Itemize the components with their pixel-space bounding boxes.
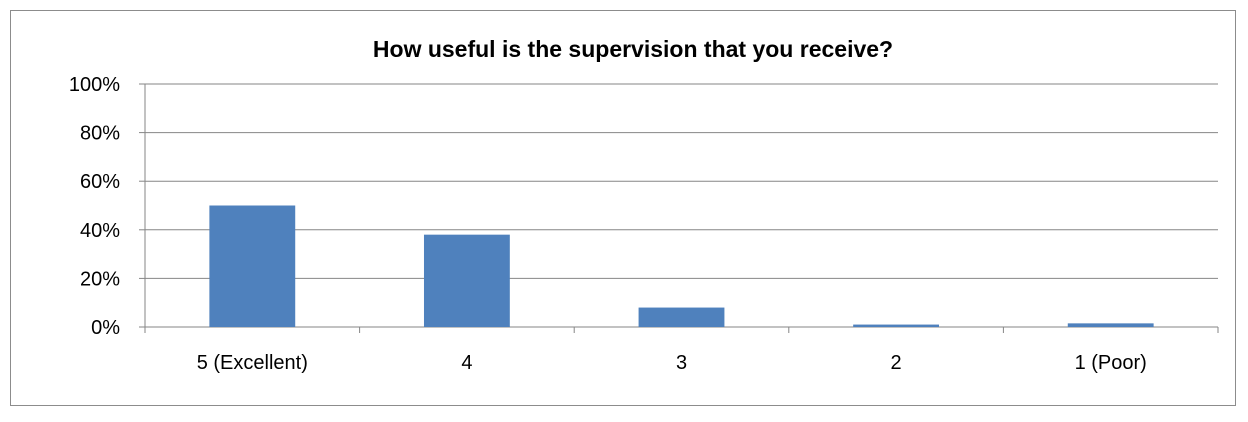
bar — [423, 234, 510, 327]
chart-title: How useful is the supervision that you r… — [372, 36, 894, 62]
y-tick-label: 100% — [69, 74, 120, 96]
y-tick-label: 40% — [80, 220, 120, 242]
y-tick-label: 20% — [80, 268, 120, 290]
bar — [638, 307, 725, 327]
y-tick-label: 0% — [91, 317, 120, 339]
category-label: 4 — [461, 352, 472, 374]
bar — [209, 205, 296, 327]
bar — [1067, 323, 1154, 327]
bar — [853, 324, 940, 327]
category-label: 1 (Poor) — [1075, 352, 1147, 374]
category-label: 3 — [676, 352, 687, 374]
category-label: 2 — [891, 352, 902, 374]
y-tick-label: 60% — [80, 171, 120, 193]
y-tick-label: 80% — [80, 123, 120, 145]
category-label: 5 (Excellent) — [197, 352, 308, 374]
